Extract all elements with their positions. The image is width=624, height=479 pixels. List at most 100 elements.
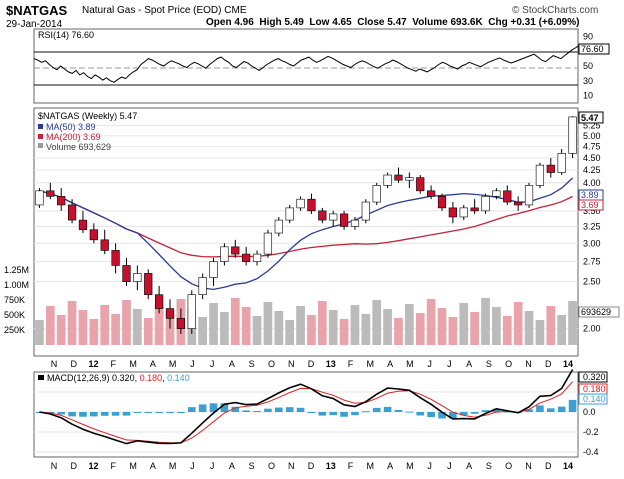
date-tick-label: N bbox=[51, 359, 58, 369]
candle-body bbox=[252, 253, 262, 262]
macd-hist-bar bbox=[525, 409, 533, 412]
volume-bar bbox=[241, 307, 251, 345]
date-tick-label: O bbox=[268, 461, 275, 471]
candle-body bbox=[274, 219, 283, 234]
candle-body bbox=[350, 219, 360, 227]
date-tick-label: N bbox=[525, 359, 532, 369]
volume-bar bbox=[67, 301, 77, 345]
date-tick-label: J bbox=[427, 359, 432, 369]
macd-signal-line bbox=[39, 381, 573, 444]
macd-panel: -0.4-0.20.00.2 MACD(12,26,9) 0.320, 0.18… bbox=[33, 369, 608, 458]
hist-last-label: 0.140 bbox=[583, 394, 606, 404]
macd-tick-label: -0.4 bbox=[583, 447, 599, 457]
candle-body bbox=[339, 213, 349, 227]
volume-bar bbox=[524, 311, 534, 345]
candle-body bbox=[427, 190, 436, 197]
candlesticks bbox=[35, 116, 577, 334]
macd-hist-bar bbox=[427, 412, 435, 418]
date-tick-label: M bbox=[367, 461, 375, 471]
date-tick-label: J bbox=[190, 359, 195, 369]
candle-body bbox=[318, 210, 327, 221]
macd-legend-hist: 0.140 bbox=[167, 373, 190, 383]
volume-value: 693.6K bbox=[450, 17, 483, 28]
macd-hist-bar bbox=[220, 403, 229, 412]
candle-body bbox=[78, 219, 88, 231]
candle-body bbox=[383, 174, 392, 186]
date-tick-label: J bbox=[447, 359, 452, 369]
macd-hist-bar bbox=[481, 410, 490, 412]
candle-body bbox=[133, 273, 142, 282]
date-tick-label: D bbox=[71, 359, 78, 369]
price-last-label: 5.47 bbox=[581, 113, 599, 123]
price-panel: 2.00 2.50 2.75 3.00 3.25 3.50 4.00 4.25 4.504.75… bbox=[4, 107, 620, 357]
chart-symbol: $NATGAS bbox=[6, 3, 68, 18]
candle-body bbox=[492, 190, 501, 197]
macd-hist-bar bbox=[155, 412, 163, 414]
candle-body bbox=[416, 177, 425, 192]
macd-hist-bar bbox=[449, 412, 457, 419]
candle-body bbox=[285, 207, 294, 221]
candle-body bbox=[231, 246, 240, 255]
macd-hist-bar bbox=[133, 412, 142, 413]
rsi-current-box bbox=[578, 43, 610, 55]
price-tick-label: 2.75 bbox=[583, 257, 601, 267]
volume-tick-label: 250K bbox=[4, 325, 25, 335]
macd-hist-bar bbox=[416, 412, 425, 416]
macd-hist-bar bbox=[177, 412, 185, 413]
candle-body bbox=[481, 196, 490, 212]
volume-bar bbox=[459, 303, 469, 345]
volume-last-label: 693629 bbox=[581, 307, 611, 317]
candle-body bbox=[220, 246, 229, 262]
date-tick-label: M bbox=[406, 461, 414, 471]
candle-body bbox=[187, 294, 196, 329]
close-value: 5.47 bbox=[387, 17, 407, 28]
volume-bar bbox=[415, 313, 425, 345]
date-tick-label: J bbox=[210, 461, 215, 471]
macd-legend-signal: 0.180 bbox=[140, 373, 163, 383]
date-tick-label: A bbox=[466, 461, 472, 471]
date-tick-label: 13 bbox=[326, 461, 336, 471]
candle-body bbox=[405, 177, 414, 181]
legend-ma50-label: MA(50) 3.89 bbox=[46, 122, 96, 132]
date-tick-label: J bbox=[447, 461, 452, 471]
candle-body bbox=[557, 153, 566, 173]
macd-last-box bbox=[578, 371, 608, 383]
macd-hist-bar bbox=[329, 412, 338, 416]
candle-body bbox=[448, 207, 457, 218]
volume-bar bbox=[317, 301, 327, 345]
volume-bar bbox=[122, 300, 131, 345]
macd-hist-bar bbox=[394, 409, 403, 412]
candle-body bbox=[568, 116, 577, 154]
date-tick-label: D bbox=[308, 461, 315, 471]
legend-ma200: MA(200) 3.69 bbox=[38, 132, 101, 142]
candle-body bbox=[296, 198, 305, 209]
date-tick-label: 12 bbox=[89, 461, 99, 471]
rsi-tick-label: 10 bbox=[583, 91, 593, 101]
macd-hist-bar bbox=[318, 412, 327, 416]
candle-body bbox=[437, 196, 447, 209]
volume-bar bbox=[535, 320, 545, 345]
volume-tick-label: 1.25M bbox=[4, 265, 29, 275]
date-tick-label: D bbox=[71, 461, 78, 471]
date-tick-label: A bbox=[387, 359, 393, 369]
volume-bar bbox=[198, 317, 207, 345]
volume-bar bbox=[513, 302, 523, 345]
macd-hist-bar bbox=[144, 412, 153, 413]
quote-summary: Open 4.96 High 5.49 Low 4.65 Close 5.47 … bbox=[206, 17, 579, 28]
price-tick-label: 4.25 bbox=[583, 165, 601, 175]
candle-body bbox=[35, 190, 44, 206]
volume-bar bbox=[296, 306, 305, 345]
volume-bar bbox=[405, 304, 414, 345]
date-tick-label: M bbox=[129, 359, 137, 369]
candle-body bbox=[144, 273, 153, 295]
rsi-axis: 1030507090 bbox=[583, 31, 593, 100]
volume-bar bbox=[143, 318, 153, 345]
date-tick-label: O bbox=[505, 359, 512, 369]
ma50-last-label: 3.89 bbox=[581, 190, 599, 200]
candle-body bbox=[459, 207, 468, 218]
date-tick-label: J bbox=[427, 461, 432, 471]
rsi-series-line bbox=[33, 45, 579, 83]
macd-legend-swatch bbox=[38, 375, 44, 380]
date-tick-label: D bbox=[545, 461, 552, 471]
macd-legend-value: 0.320 bbox=[112, 373, 135, 383]
